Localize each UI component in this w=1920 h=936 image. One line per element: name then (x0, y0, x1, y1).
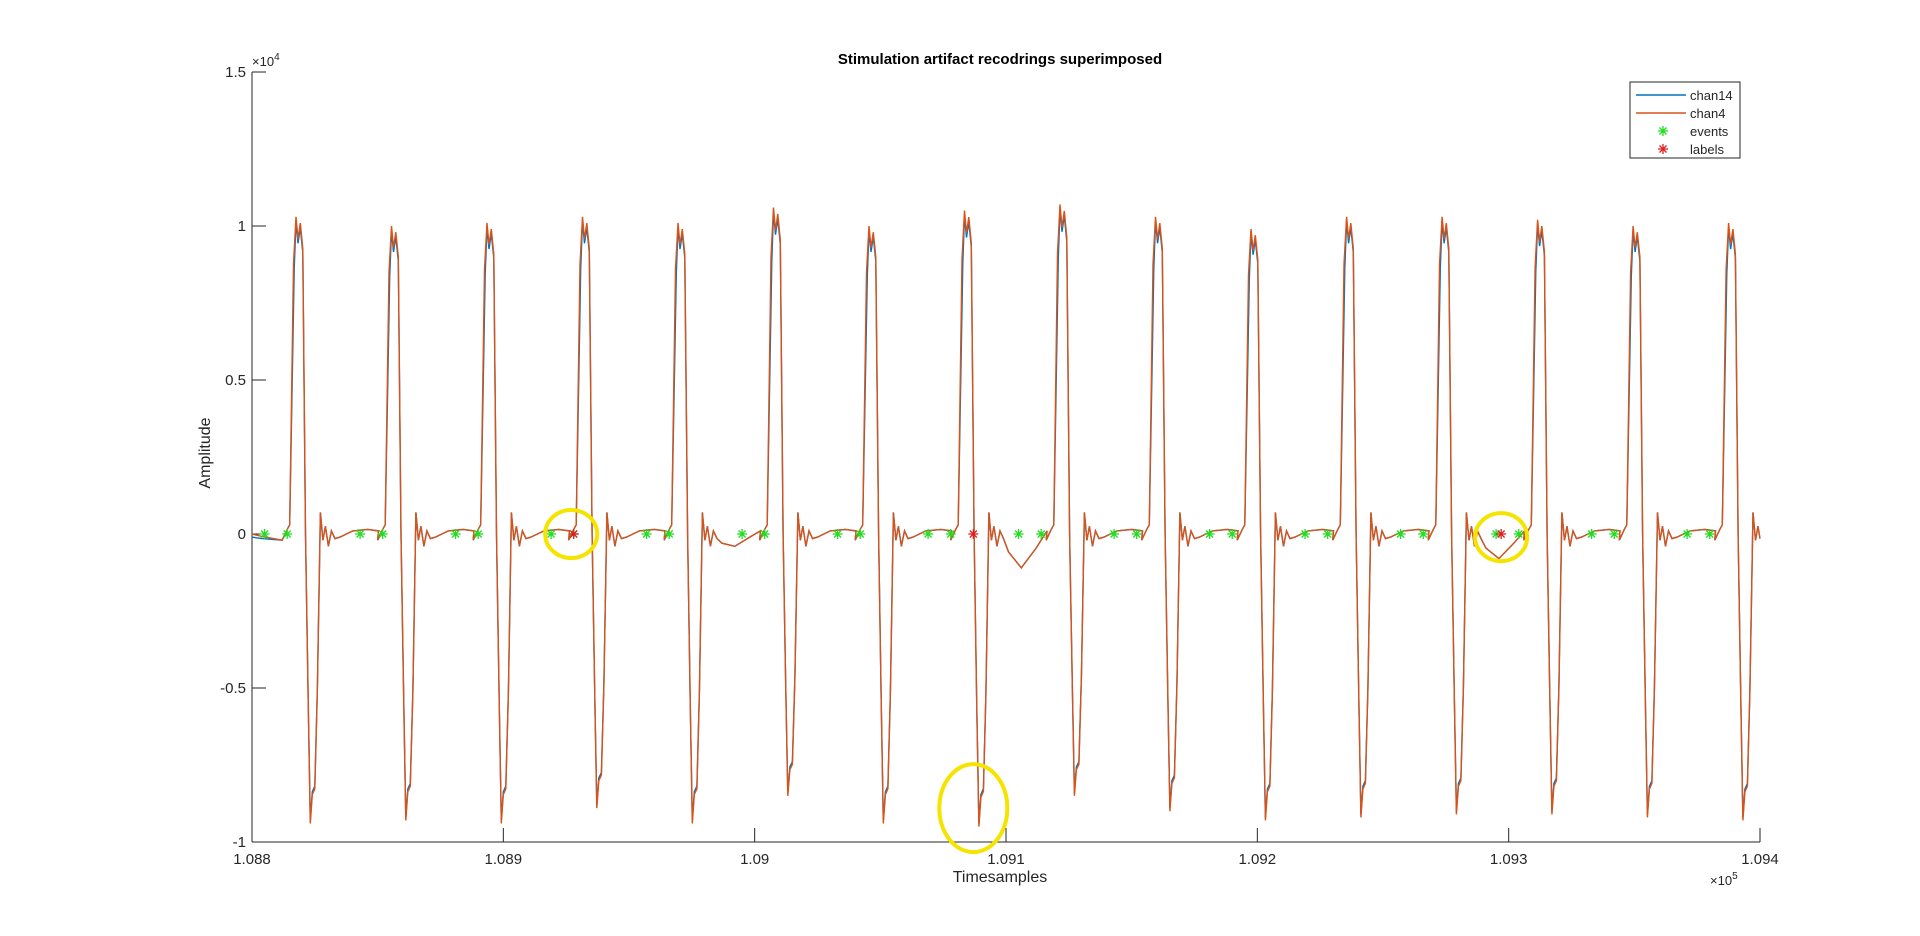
event-marker (1322, 529, 1333, 539)
x-axis-exponent-power: 5 (1732, 871, 1738, 882)
legend-marker-events (1658, 126, 1668, 136)
y-tick-label: 0.5 (225, 372, 246, 389)
legend-label-labels: labels (1690, 142, 1724, 157)
event-marker (855, 529, 866, 539)
y-tick-label: 0 (238, 526, 246, 543)
event-marker (377, 529, 388, 539)
event-marker (282, 529, 293, 539)
legend-label-chan4: chan4 (1690, 106, 1725, 121)
y-tick-label: -0.5 (220, 680, 246, 697)
x-axis-label: Timesamples (953, 869, 1048, 886)
label-marker (568, 529, 579, 539)
event-marker (1609, 529, 1620, 539)
event-marker (945, 529, 956, 539)
event-marker (641, 529, 652, 539)
x-tick-label: 1.088 (233, 851, 271, 868)
event-marker (1013, 529, 1024, 539)
event-marker (355, 529, 366, 539)
event-marker (1036, 529, 1047, 539)
event-marker (737, 529, 748, 539)
label-marker (968, 529, 979, 539)
plot-area: 1.088 1.089 1.09 1.091 1.092 1.093 1.094 -1 -0.5… (220, 64, 1779, 868)
annotation-circle (543, 508, 600, 560)
legend: chan14 chan4 events labels (1629, 81, 1741, 159)
event-marker (1109, 529, 1120, 539)
chart-title: Stimulation artifact recodrings superimp… (838, 51, 1162, 68)
event-marker (1300, 529, 1311, 539)
x-axis-exponent: ×105 (1710, 871, 1738, 888)
event-marker (473, 529, 484, 539)
x-tick-label: 1.093 (1490, 851, 1528, 868)
event-marker (1227, 529, 1238, 539)
event-marker (1586, 529, 1597, 539)
event-marker (1418, 529, 1429, 539)
series-line-chan4 (251, 204, 1761, 827)
event-marker (1131, 529, 1142, 539)
event-marker (832, 529, 843, 539)
legend-marker-events-star (1658, 126, 1668, 136)
label-marker (1496, 529, 1507, 539)
x-tick-label: 1.092 (1239, 851, 1277, 868)
annotation-circle (937, 762, 1010, 855)
legend-marker-labels-star (1658, 144, 1668, 154)
legend-marker-labels (1658, 144, 1668, 154)
y-tick-label: 1 (238, 218, 246, 235)
event-marker (450, 529, 461, 539)
event-marker (1682, 529, 1693, 539)
event-marker (1704, 529, 1715, 539)
y-axis-exponent: ×104 (252, 52, 280, 69)
event-marker (1513, 529, 1524, 539)
x-tick-label: 1.091 (987, 851, 1025, 868)
event-marker (1204, 529, 1215, 539)
x-tick-label: 1.089 (485, 851, 523, 868)
event-marker (664, 529, 675, 539)
legend-label-events: events (1690, 124, 1729, 139)
y-axis-label: Amplitude (197, 417, 214, 488)
y-axis-exponent-power: 4 (274, 52, 280, 63)
x-tick-label: 1.094 (1741, 851, 1779, 868)
event-marker (1395, 529, 1406, 539)
x-tick-label: 1.09 (740, 851, 769, 868)
y-tick-label: 1.5 (225, 64, 246, 81)
legend-label-chan14: chan14 (1690, 88, 1733, 103)
event-marker (923, 529, 934, 539)
event-marker (259, 529, 270, 539)
event-marker (759, 529, 770, 539)
annotation-circle (1473, 511, 1530, 564)
event-marker (546, 529, 557, 539)
y-tick-label: -1 (233, 834, 246, 851)
